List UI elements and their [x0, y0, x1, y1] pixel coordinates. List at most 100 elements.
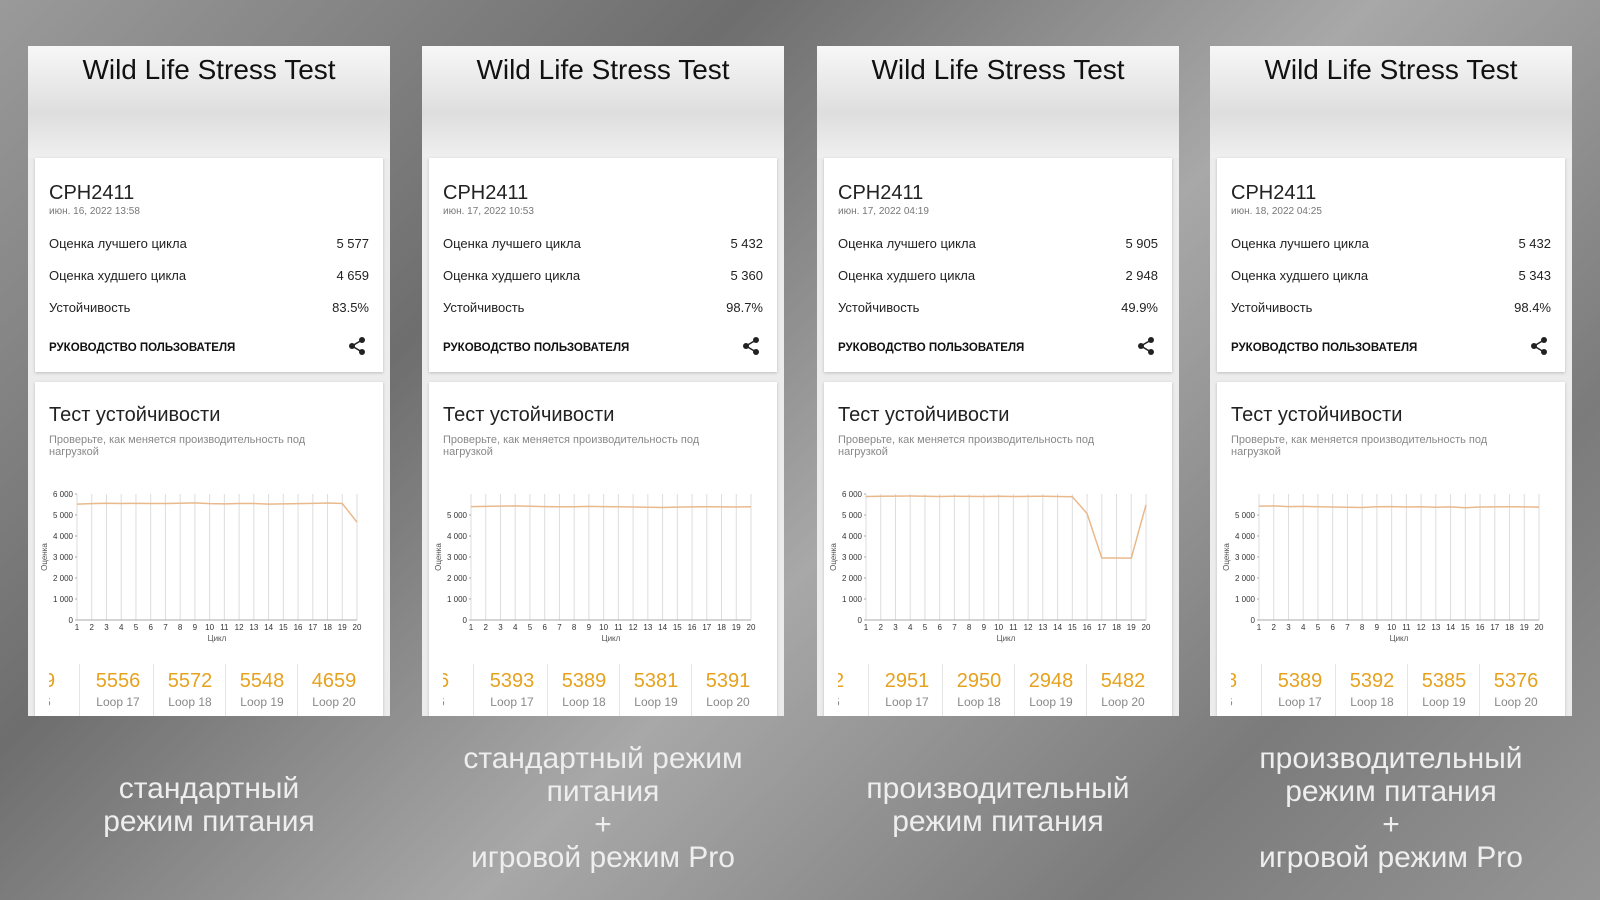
- loop-tile: 2950 Loop 18: [944, 664, 1015, 716]
- y-tick-label: 3 000: [1235, 553, 1256, 562]
- loop-score: 5556: [95, 670, 141, 692]
- x-tick-label: 5: [1316, 623, 1321, 632]
- x-tick-label: 4: [908, 623, 913, 632]
- caption-line: производительный: [1259, 742, 1523, 775]
- x-tick-label: 7: [1345, 623, 1350, 632]
- row-value: 2 948: [1125, 268, 1158, 283]
- loop-tile: 5389 Loop 17: [1265, 664, 1336, 716]
- x-tick-label: 1: [864, 623, 869, 632]
- loop-label: Loop 17: [885, 695, 929, 709]
- x-tick-label: 5: [923, 623, 928, 632]
- loop-score: 2948: [1028, 670, 1074, 692]
- x-tick-label: 3: [893, 623, 898, 632]
- loop-label: Loop 19: [634, 695, 678, 709]
- loop-score: 5572: [167, 670, 213, 692]
- row-value: 5 905: [1125, 236, 1158, 251]
- header: Wild Life Stress Test: [28, 46, 390, 158]
- y-tick-label: 4 000: [1235, 532, 1256, 541]
- x-tick-label: 3: [1286, 623, 1291, 632]
- row-label: Оценка лучшего цикла: [1231, 236, 1369, 251]
- device-name: CPH2411: [838, 182, 924, 204]
- loop-label: Loop 19: [1422, 695, 1466, 709]
- section-title: Тест устойчивости: [1231, 404, 1403, 426]
- score-line: [76, 502, 358, 523]
- x-tick-label: 2: [879, 623, 884, 632]
- x-tick-label: 15: [1461, 623, 1470, 632]
- loop-score: 72: [838, 670, 845, 692]
- loop-label: Loop 18: [957, 695, 1001, 709]
- header: Wild Life Stress Test: [1210, 46, 1572, 158]
- loop-tile: 5389 Loop 18: [549, 664, 620, 716]
- x-axis-label: Цикл: [208, 634, 227, 643]
- x-tick-label: 13: [1038, 623, 1047, 632]
- y-tick-label: 5 000: [1235, 511, 1256, 520]
- y-axis-label: Оценка: [434, 543, 443, 571]
- loop-tile: 3616: [443, 664, 474, 716]
- loop-label: 16: [1231, 695, 1261, 709]
- x-tick-label: 14: [658, 623, 667, 632]
- date: июн. 17, 2022 04:19: [838, 206, 929, 217]
- x-tick-label: 18: [717, 623, 726, 632]
- caption-line: игровой режим Pro: [471, 841, 735, 874]
- y-tick-label: 2 000: [53, 574, 74, 583]
- x-tick-label: 4: [119, 623, 124, 632]
- x-tick-label: 20: [353, 623, 362, 632]
- x-tick-label: 18: [1505, 623, 1514, 632]
- x-tick-label: 9: [587, 623, 592, 632]
- x-tick-label: 16: [1476, 623, 1485, 632]
- share-icon[interactable]: [347, 336, 367, 356]
- loop-score: 2950: [956, 670, 1002, 692]
- x-tick-label: 14: [264, 623, 273, 632]
- guide-link[interactable]: РУКОВОДСТВО ПОЛЬЗОВАТЕЛЯ: [838, 342, 1025, 354]
- x-tick-label: 18: [1112, 623, 1121, 632]
- x-tick-label: 11: [1009, 623, 1018, 632]
- section-title: Тест устойчивости: [443, 404, 615, 426]
- caption-line: режим питания: [892, 805, 1104, 838]
- share-icon[interactable]: [1529, 336, 1549, 356]
- caption-line: питания: [546, 775, 660, 808]
- x-tick-label: 13: [1431, 623, 1440, 632]
- date: июн. 17, 2022 10:53: [443, 206, 534, 217]
- loop-tile: 5548 Loop 19: [227, 664, 298, 716]
- y-tick-label: 0: [858, 616, 863, 625]
- y-tick-label: 2 000: [447, 574, 468, 583]
- row-label: Оценка худшего цикла: [1231, 268, 1369, 283]
- x-tick-label: 19: [732, 623, 741, 632]
- loop-tile: 5556 Loop 17: [83, 664, 154, 716]
- caption: производительный режим питания: [808, 772, 1188, 838]
- caption-line: игровой режим Pro: [1259, 841, 1523, 874]
- loop-label: Loop 18: [562, 695, 606, 709]
- caption-line: стандартный режим: [463, 742, 743, 775]
- x-tick-label: 7: [952, 623, 957, 632]
- loop-tile: 5392 Loop 18: [1337, 664, 1408, 716]
- x-tick-label: 6: [1330, 623, 1335, 632]
- guide-link[interactable]: РУКОВОДСТВО ПОЛЬЗОВАТЕЛЯ: [1231, 342, 1418, 354]
- guide-link[interactable]: РУКОВОДСТВО ПОЛЬЗОВАТЕЛЯ: [49, 342, 236, 354]
- loop-label: 16: [443, 695, 473, 709]
- stability-card: Тест устойчивости Проверьте, как меняется…: [1217, 382, 1565, 716]
- x-tick-label: 19: [1520, 623, 1529, 632]
- loop-label: Loop 17: [1278, 695, 1322, 709]
- subtitle: Проверьте, как меняется производительнос…: [1231, 434, 1488, 458]
- row-value: 5 577: [336, 236, 369, 251]
- share-icon[interactable]: [741, 336, 761, 356]
- x-tick-label: 10: [205, 623, 214, 632]
- row-value: 49.9%: [1121, 300, 1158, 315]
- loop-label: Loop 18: [168, 695, 212, 709]
- loop-tile: 4659 Loop 20: [299, 664, 369, 716]
- score-line: [865, 495, 1147, 559]
- guide-link[interactable]: РУКОВОДСТВО ПОЛЬЗОВАТЕЛЯ: [443, 342, 630, 354]
- y-tick-label: 1 000: [1235, 595, 1256, 604]
- y-axis-label: Оценка: [40, 543, 49, 571]
- share-icon[interactable]: [1136, 336, 1156, 356]
- loop-label: 16: [838, 695, 868, 709]
- loop-score: 5376: [1493, 670, 1539, 692]
- x-tick-label: 11: [614, 623, 623, 632]
- loop-label: Loop 17: [490, 695, 534, 709]
- loop-score: 5392: [1349, 670, 1395, 692]
- x-tick-label: 13: [249, 623, 258, 632]
- loop-tile: 5391 Loop 20: [693, 664, 763, 716]
